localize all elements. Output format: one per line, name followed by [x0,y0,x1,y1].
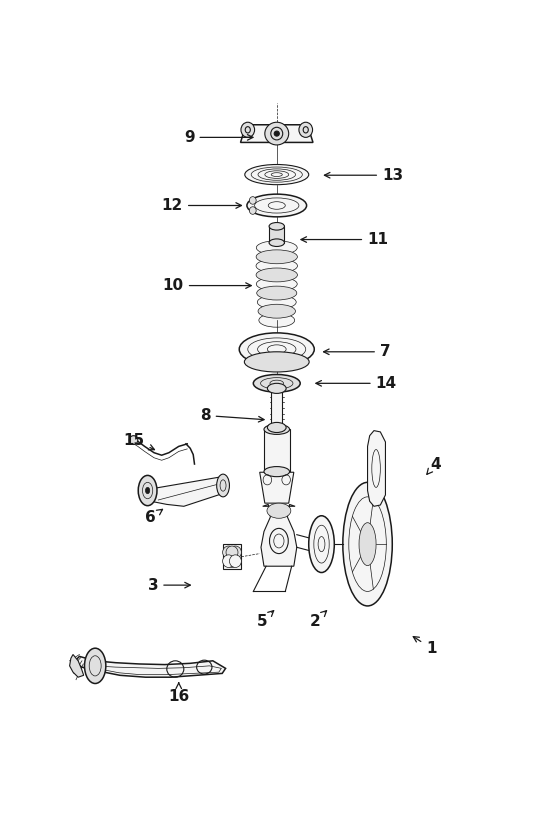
Ellipse shape [217,474,229,497]
Polygon shape [75,656,226,677]
Ellipse shape [258,305,295,318]
Polygon shape [367,431,386,506]
Text: 10: 10 [163,278,251,293]
Polygon shape [141,477,227,506]
Ellipse shape [256,241,297,255]
Ellipse shape [269,239,284,247]
Ellipse shape [259,314,295,328]
Bar [223,544,241,569]
Ellipse shape [245,165,309,184]
Text: 14: 14 [316,376,397,391]
Ellipse shape [256,259,298,273]
Ellipse shape [269,223,284,230]
Ellipse shape [256,277,297,291]
Ellipse shape [129,436,138,445]
Ellipse shape [254,374,300,392]
Ellipse shape [267,423,286,432]
Ellipse shape [239,333,314,365]
Text: 16: 16 [168,683,189,704]
Ellipse shape [309,516,334,572]
Text: 2: 2 [310,611,327,629]
Text: 8: 8 [200,408,264,423]
Text: 5: 5 [256,611,274,629]
Ellipse shape [229,554,241,568]
Ellipse shape [257,295,296,309]
Ellipse shape [343,482,392,606]
Ellipse shape [226,554,238,568]
Text: 12: 12 [162,198,241,213]
Ellipse shape [265,122,289,145]
Text: 6: 6 [145,509,162,525]
Text: 3: 3 [147,577,190,593]
Ellipse shape [247,194,306,217]
Polygon shape [261,505,297,566]
Text: 9: 9 [184,130,253,145]
Ellipse shape [241,122,255,138]
Ellipse shape [223,546,234,559]
Polygon shape [271,391,282,428]
Polygon shape [70,654,84,677]
Text: 1: 1 [413,636,437,656]
Ellipse shape [138,475,157,505]
Polygon shape [264,429,289,472]
Polygon shape [269,226,284,242]
Ellipse shape [223,554,234,568]
Ellipse shape [257,286,297,300]
Ellipse shape [264,467,289,477]
Text: 11: 11 [301,232,388,247]
Ellipse shape [249,206,256,215]
Polygon shape [240,124,313,143]
Ellipse shape [264,424,289,434]
Ellipse shape [274,131,279,136]
Text: 7: 7 [323,344,390,360]
Text: 4: 4 [427,456,441,474]
Polygon shape [260,473,294,503]
Ellipse shape [267,383,286,393]
Text: 15: 15 [124,432,155,450]
Ellipse shape [226,546,238,559]
Ellipse shape [359,523,376,566]
Ellipse shape [256,268,298,282]
Ellipse shape [244,352,309,372]
Ellipse shape [249,197,256,204]
Ellipse shape [229,546,241,559]
Ellipse shape [256,250,298,264]
Ellipse shape [267,503,291,518]
Ellipse shape [145,487,150,494]
Text: 13: 13 [324,168,403,183]
Ellipse shape [85,648,106,684]
Ellipse shape [299,122,312,138]
